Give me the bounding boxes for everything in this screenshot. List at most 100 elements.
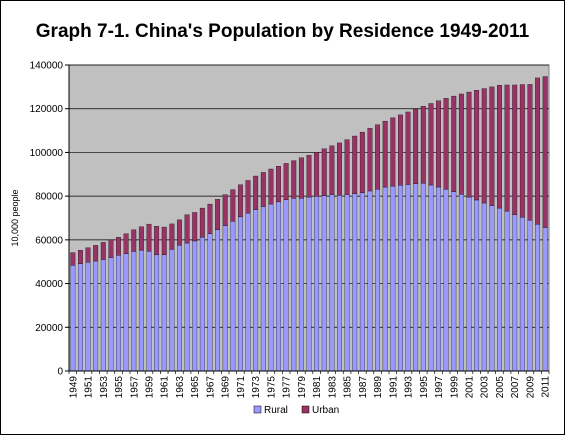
x-tick-label: 1973 [251, 376, 262, 399]
bar-rural-1977 [283, 199, 289, 372]
x-tick-label: 1989 [373, 376, 384, 399]
bar-rural-1982 [321, 195, 327, 372]
bar-rural-1955 [116, 255, 121, 372]
bar-urban-1955 [116, 237, 121, 256]
bar-rural-1961 [161, 254, 167, 372]
x-tick-label: 1961 [160, 376, 171, 399]
bar-urban-1997 [436, 100, 441, 188]
bar-rural-1963 [177, 245, 182, 372]
bar-urban-1991 [390, 117, 396, 187]
bar-urban-1982 [321, 148, 327, 196]
bar-rural-1972 [245, 212, 251, 372]
bar-urban-1990 [382, 120, 388, 188]
bar-rural-2002 [474, 199, 480, 372]
bar-urban-1963 [177, 219, 182, 246]
bar-urban-1986 [352, 135, 358, 194]
bar-urban-1998 [443, 98, 449, 190]
y-tick-label: 20000 [35, 323, 63, 334]
chart-title: Graph 7-1. China's Population by Residen… [35, 21, 530, 42]
legend-label-urban: Urban [312, 405, 339, 416]
bar-rural-1981 [314, 196, 320, 372]
bar-urban-2011 [542, 76, 548, 228]
x-tick-label: 1967 [205, 376, 216, 399]
bar-urban-2006 [504, 84, 510, 212]
bar-rural-1975 [268, 203, 274, 372]
bar-urban-1972 [245, 180, 251, 214]
x-tick-label: 1949 [68, 376, 79, 399]
bar-urban-1956 [123, 233, 129, 254]
bar-urban-1999 [451, 95, 457, 192]
bar-rural-2010 [535, 224, 541, 372]
bar-rural-2003 [481, 202, 487, 372]
x-tick-label: 1971 [236, 376, 247, 399]
bar-rural-1983 [329, 194, 335, 372]
bar-rural-1966 [199, 237, 205, 372]
bar-rural-1997 [436, 186, 441, 372]
bar-rural-1962 [169, 249, 175, 372]
bar-urban-1978 [291, 160, 297, 199]
bar-urban-1975 [268, 168, 274, 205]
bar-urban-1989 [375, 124, 381, 190]
bar-urban-2003 [481, 88, 487, 204]
bar-rural-1990 [382, 186, 388, 372]
x-tick-label: 2011 [541, 376, 552, 398]
bar-rural-1956 [123, 253, 129, 372]
bar-urban-1967 [207, 203, 213, 234]
x-tick-label: 1981 [312, 376, 323, 399]
bar-rural-1974 [260, 206, 266, 372]
bar-rural-1994 [413, 183, 419, 372]
x-tick-label: 2003 [480, 376, 491, 399]
bar-urban-1966 [199, 207, 205, 238]
y-tick-label: 120000 [30, 104, 64, 115]
legend-swatch-rural [253, 405, 262, 414]
bar-rural-1987 [359, 192, 365, 372]
x-tick-label: 1983 [327, 376, 338, 399]
bar-rural-1992 [397, 185, 403, 372]
bar-rural-1969 [222, 225, 228, 372]
bar-rural-2011 [542, 227, 548, 372]
x-tick-label: 2009 [525, 376, 536, 399]
bar-urban-2002 [474, 90, 480, 201]
y-tick-label: 100000 [30, 148, 64, 159]
y-tick-label: 40000 [35, 279, 63, 290]
x-tick-label: 1995 [419, 376, 430, 399]
bar-rural-1968 [215, 229, 221, 372]
bar-rural-1993 [405, 184, 411, 372]
bar-urban-1951 [85, 247, 91, 263]
bar-rural-1971 [237, 216, 243, 372]
x-tick-label: 1969 [221, 376, 232, 399]
bar-urban-2009 [527, 84, 533, 221]
bar-rural-1967 [207, 233, 213, 372]
y-tick-label: 60000 [35, 235, 63, 246]
bar-rural-1952 [93, 260, 99, 372]
bar-urban-1968 [215, 199, 221, 230]
y-axis: 0 20000 40000 60000 80000 100000 120000 140000 [30, 61, 70, 378]
bar-urban-1958 [138, 226, 144, 251]
bar-rural-1998 [443, 189, 449, 372]
x-tick-label: 1979 [297, 376, 308, 399]
x-tick-label: 1977 [282, 376, 293, 399]
bar-urban-1952 [93, 245, 99, 262]
bar-rural-1986 [352, 193, 358, 372]
x-tick-label: 1985 [343, 376, 354, 399]
bars [70, 76, 548, 372]
bar-rural-1959 [146, 250, 152, 372]
bar-rural-1989 [375, 189, 381, 372]
x-tick-label: 1959 [145, 376, 156, 399]
y-tick-label: 0 [57, 367, 63, 378]
bar-rural-1985 [344, 194, 350, 372]
bar-rural-1953 [100, 259, 106, 372]
y-tick-label: 80000 [35, 192, 63, 203]
x-tick-label: 1987 [358, 376, 369, 399]
bar-rural-1978 [291, 198, 297, 372]
bar-urban-2010 [535, 77, 541, 225]
x-tick-label: 2007 [510, 376, 521, 399]
bar-rural-1980 [306, 196, 312, 372]
bar-rural-1960 [154, 254, 160, 372]
bar-rural-1949 [70, 265, 76, 372]
bar-urban-1950 [77, 250, 83, 264]
x-tick-label: 1963 [175, 376, 186, 399]
x-tick-label: 1965 [190, 376, 201, 399]
bar-urban-2001 [466, 91, 472, 198]
x-tick-label: 1953 [99, 376, 110, 399]
